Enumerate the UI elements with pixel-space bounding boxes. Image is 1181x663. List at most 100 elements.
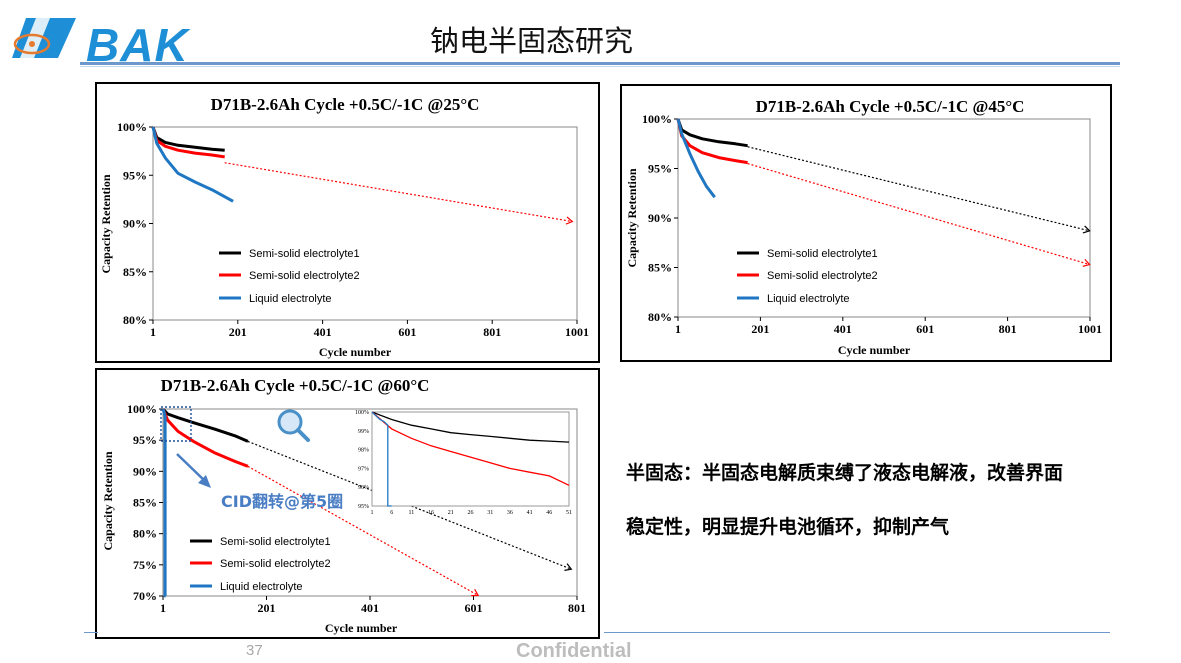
inset-y-tick-label: 99%: [358, 429, 369, 435]
y-tick-label: 70%: [133, 589, 157, 603]
inset-series-line: [371, 411, 570, 443]
inset-x-tick-label: 41: [527, 510, 533, 516]
footer-divider-left: [84, 632, 98, 633]
legend-label: Semi-solid electrolyte2: [767, 270, 878, 282]
y-tick-label: 100%: [642, 112, 672, 126]
chart-title: D71B-2.6Ah Cycle +0.5C/-1C @25°C: [211, 95, 480, 114]
x-tick-label: 601: [465, 601, 483, 615]
y-tick-label: 80%: [648, 310, 672, 324]
note-line-2: 稳定性，明显提升电池循环，抑制产气: [626, 516, 950, 538]
confidential-label: Confidential: [516, 640, 632, 662]
x-tick-label: 1001: [1078, 322, 1102, 336]
inset-y-tick-label: 95%: [358, 504, 369, 510]
y-tick-label: 100%: [127, 402, 157, 416]
y-tick-label: 80%: [133, 527, 157, 541]
x-tick-label: 401: [361, 601, 379, 615]
note-line-1: 半固态：半固态电解质束缚了液态电解液，改善界面: [626, 462, 1064, 484]
legend-label: Semi-solid electrolyte1: [220, 536, 331, 548]
x-tick-label: 401: [314, 325, 332, 339]
x-axis-label: Cycle number: [319, 345, 392, 359]
inset-x-tick-label: 11: [409, 510, 415, 516]
x-tick-label: 1: [675, 322, 681, 336]
inset-y-tick-label: 96%: [358, 485, 369, 491]
extrapolation-line: [224, 162, 573, 223]
inset-series-line: [371, 411, 392, 507]
inset-x-tick-label: 36: [507, 510, 513, 516]
x-tick-label: 801: [999, 322, 1017, 336]
inset-x-tick-label: 21: [448, 510, 454, 516]
extrapolation-line: [747, 162, 1090, 266]
inset-x-tick-label: 1: [371, 510, 374, 516]
footer-divider-right: [604, 632, 1110, 633]
x-axis-label: Cycle number: [838, 343, 911, 357]
y-axis-label: Capacity Retention: [625, 168, 639, 267]
extrapolation-line: [747, 146, 1090, 232]
legend-label: Semi-solid electrolyte1: [249, 248, 360, 260]
magnifier-icon: [277, 409, 310, 442]
inset-x-tick-label: 26: [468, 510, 474, 516]
y-tick-label: 85%: [123, 265, 147, 279]
y-axis-label: Capacity Retention: [99, 174, 113, 273]
x-tick-label: 1: [160, 601, 166, 615]
header-divider: [80, 62, 1120, 65]
legend-label: Semi-solid electrolyte1: [767, 248, 878, 260]
legend-label: Semi-solid electrolyte2: [249, 270, 360, 282]
extrapolation-arrowhead: [565, 216, 574, 225]
y-tick-label: 100%: [117, 120, 147, 134]
page-number: 37: [246, 642, 263, 659]
plot-area-frame: [677, 118, 1091, 318]
series-line: [676, 118, 716, 199]
y-tick-label: 95%: [648, 162, 672, 176]
chart-title: D71B-2.6Ah Cycle +0.5C/-1C @60°C: [161, 376, 430, 395]
legend-label: Semi-solid electrolyte2: [220, 558, 331, 570]
magnifier-handle: [296, 428, 310, 442]
x-tick-label: 401: [834, 322, 852, 336]
x-tick-label: 1: [150, 325, 156, 339]
legend-label: Liquid electrolyte: [767, 293, 850, 305]
inset-x-tick-label: 6: [390, 510, 393, 516]
x-axis-label: Cycle number: [325, 621, 398, 635]
series-line: [161, 408, 167, 598]
x-tick-label: 201: [751, 322, 769, 336]
page-title: 钠电半固态研究: [430, 24, 634, 58]
legend-label: Liquid electrolyte: [249, 293, 332, 305]
inset-series-line: [371, 411, 570, 486]
x-tick-label: 801: [568, 601, 586, 615]
logo-swoosh-icon: [12, 18, 76, 58]
x-tick-label: 601: [398, 325, 416, 339]
y-tick-label: 95%: [123, 168, 147, 182]
chart-45c: D71B-2.6Ah Cycle +0.5C/-1C @45°C 80% 85% 90…: [625, 97, 1102, 357]
y-tick-label: 80%: [123, 313, 147, 327]
chart-title: D71B-2.6Ah Cycle +0.5C/-1C @45°C: [756, 97, 1025, 116]
y-tick-label: 90%: [133, 464, 157, 478]
legend-label: Liquid electrolyte: [220, 581, 303, 593]
inset-y-tick-label: 97%: [358, 466, 369, 472]
y-tick-label: 90%: [648, 211, 672, 225]
x-tick-label: 1001: [565, 325, 589, 339]
y-tick-label: 95%: [133, 433, 157, 447]
cid-label: CID翻转@第5圈: [221, 492, 343, 511]
inset-x-tick-label: 51: [566, 510, 572, 516]
x-tick-label: 201: [229, 325, 247, 339]
y-axis-label: Capacity Retention: [101, 451, 115, 550]
cid-arrow-line: [176, 453, 208, 484]
magnifier-lens: [277, 409, 303, 435]
inset-y-tick-label: 100%: [355, 410, 369, 416]
cid-arrowhead: [198, 475, 211, 488]
chart-panel-45c: D71B-2.6Ah Cycle +0.5C/-1C @45°C 80% 85% 90…: [620, 84, 1112, 362]
extrapolation-arrowhead: [471, 588, 480, 597]
series-line: [161, 407, 249, 443]
x-tick-label: 201: [258, 601, 276, 615]
inset-x-tick-label: 16: [428, 510, 434, 516]
header-divider-thin: [80, 66, 1120, 67]
chart-panel-25c: D71B-2.6Ah Cycle +0.5C/-1C @25°C 80% 85% 90…: [95, 82, 600, 363]
y-tick-label: 85%: [133, 496, 157, 510]
series-line: [161, 408, 249, 468]
x-tick-label: 801: [483, 325, 501, 339]
y-tick-label: 75%: [133, 558, 157, 572]
inset-x-tick-label: 46: [546, 510, 552, 516]
chart-60c: D71B-2.6Ah Cycle +0.5C/-1C @60°C 70% 75% 80…: [101, 376, 586, 635]
extrapolation-arrowhead: [564, 563, 573, 571]
inset-plot-frame: [371, 411, 570, 507]
chart-panel-60c: D71B-2.6Ah Cycle +0.5C/-1C @60°C 70% 75% 80…: [95, 368, 600, 639]
